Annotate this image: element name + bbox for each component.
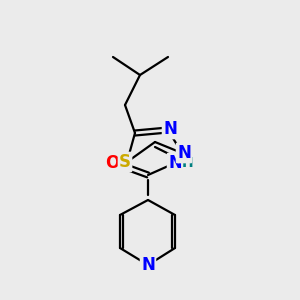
Text: N: N [141,256,155,274]
Text: N: N [177,144,191,162]
Text: N: N [168,154,182,172]
Text: N: N [163,120,177,138]
Text: O: O [105,154,119,172]
Text: H: H [182,156,194,170]
Text: S: S [119,153,131,171]
